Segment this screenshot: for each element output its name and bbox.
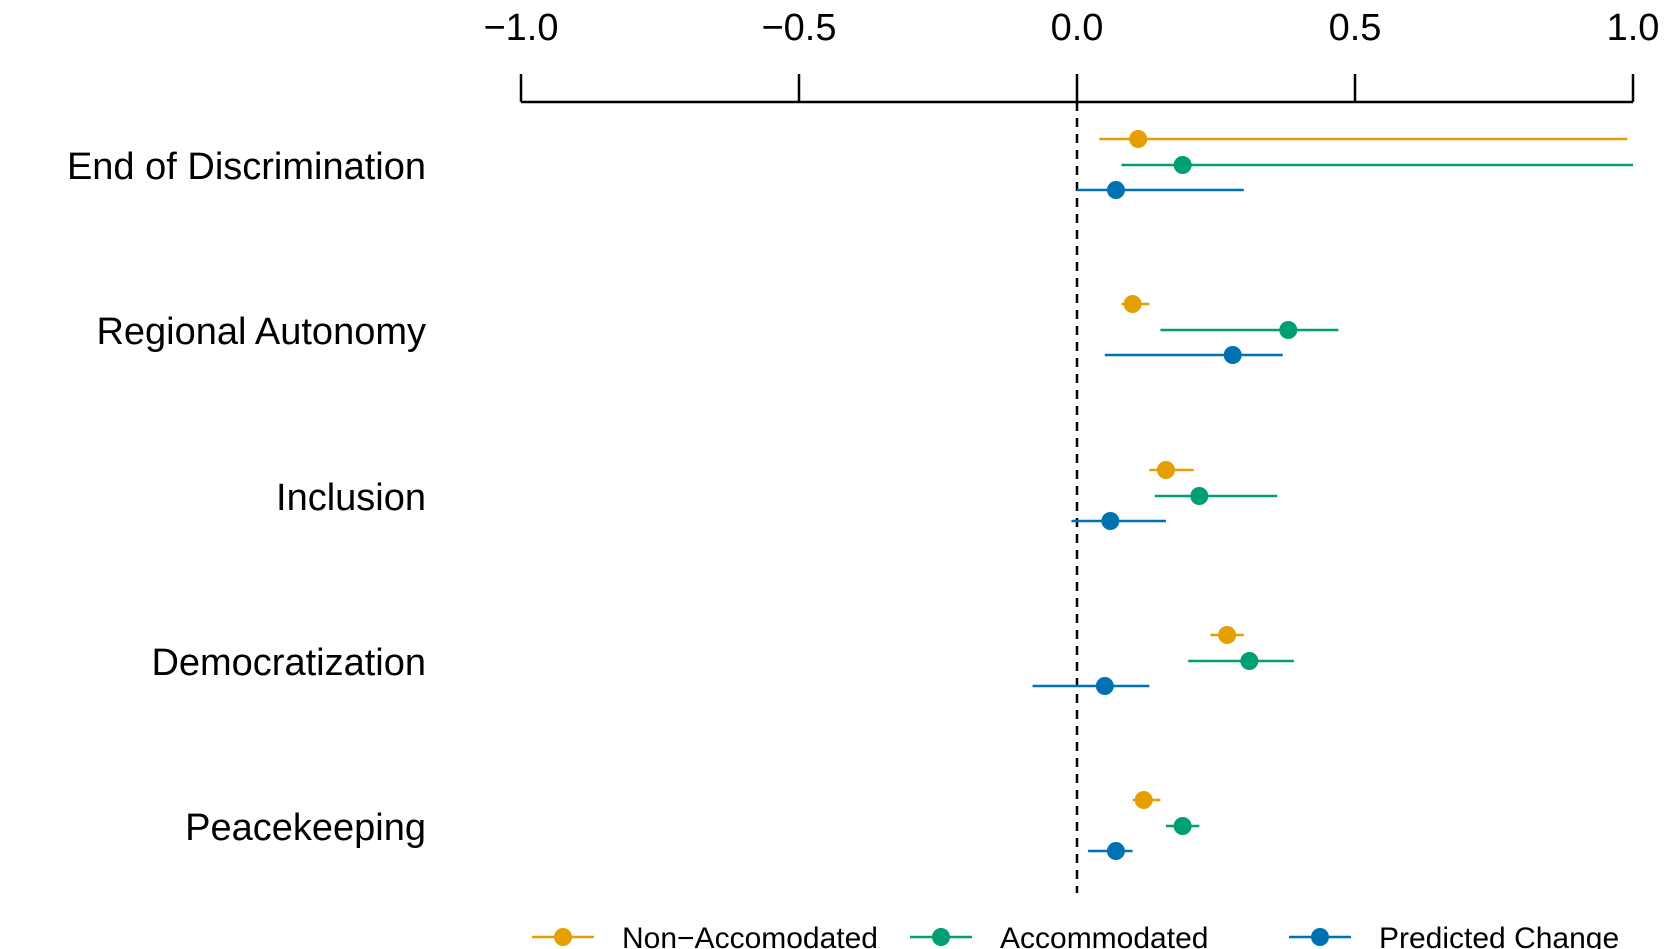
x-axis: −1.0 −0.5 0.0 0.5 1.0 [483, 7, 1660, 104]
legend-marker [932, 928, 950, 946]
point-estimate [1279, 321, 1298, 339]
x-tick-label: −0.5 [761, 7, 836, 49]
point-estimate [1095, 677, 1114, 695]
x-tick-label: −1.0 [483, 7, 558, 49]
category-label: Peacekeeping [185, 807, 426, 849]
x-tick-label: 0.5 [1329, 7, 1382, 49]
point-estimate [1129, 130, 1148, 148]
point-estimate [1190, 487, 1209, 505]
legend-label: Predicted Change [1379, 922, 1619, 949]
legend-marker [1311, 928, 1329, 946]
x-tick-label: 1.0 [1607, 7, 1660, 49]
point-estimate [1240, 652, 1259, 670]
legend-label: Non−Accomodated [622, 922, 878, 949]
point-estimate [1173, 156, 1192, 174]
point-estimate [1106, 842, 1125, 860]
category-labels: End of Discrimination Regional Autonomy In… [67, 146, 426, 849]
category-label: Democratization [151, 642, 426, 684]
point-estimate [1173, 817, 1192, 835]
legend-marker [554, 928, 572, 946]
point-estimate [1101, 512, 1120, 530]
legend-label: Accommodated [1000, 922, 1208, 949]
category-label: End of Discrimination [67, 146, 426, 188]
point-estimate [1123, 295, 1142, 313]
x-tick-label: 0.0 [1051, 7, 1104, 49]
data-marks [1032, 130, 1633, 860]
point-estimate [1134, 791, 1153, 809]
point-estimate [1156, 461, 1175, 479]
point-estimate [1218, 626, 1237, 644]
category-label: Regional Autonomy [96, 311, 426, 353]
legend: Non−Accomodated Accommodated Predicted Cha… [532, 922, 1619, 949]
point-estimate [1223, 346, 1242, 364]
point-estimate [1106, 181, 1125, 199]
category-label: Inclusion [276, 477, 426, 519]
